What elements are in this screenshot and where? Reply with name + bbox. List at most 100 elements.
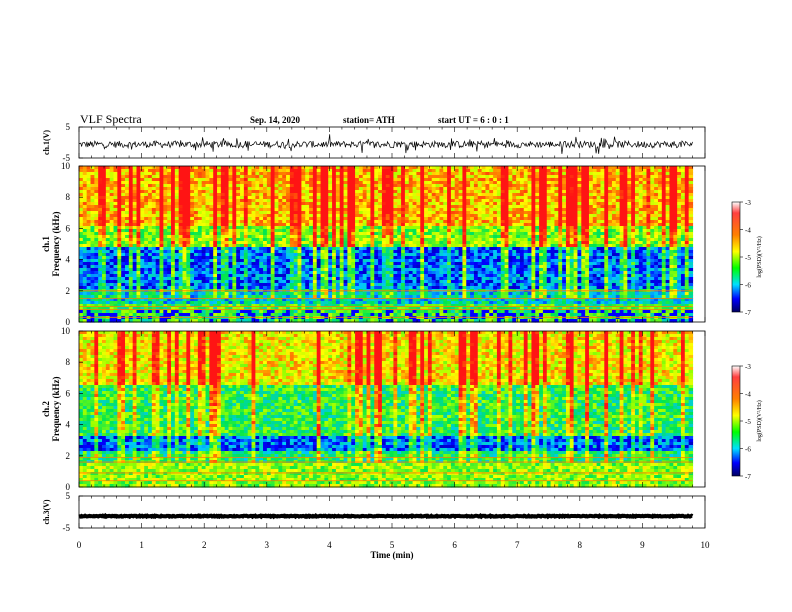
spectrogram-cell: [611, 241, 617, 245]
spectrogram-cell: [623, 175, 628, 179]
spectrogram-cell: [217, 178, 222, 182]
spectrogram-cell: [366, 235, 371, 239]
spectrogram-cell: [604, 208, 609, 212]
spectrogram-cell: [121, 166, 126, 170]
spectrogram-cell: [217, 169, 222, 173]
spectrogram-cell: [500, 232, 506, 236]
spectrogram-cell: [266, 226, 272, 230]
spectrogram-cell: [401, 238, 406, 242]
spectrogram-cell: [209, 250, 214, 254]
spectrogram-cell: [642, 199, 648, 203]
spectrogram-cell: [236, 178, 241, 182]
spectrogram-cell: [125, 193, 130, 197]
spectrogram-cell: [159, 175, 164, 179]
spectrogram-cell: [163, 178, 168, 182]
spectrogram-cell: [665, 229, 671, 233]
spectrogram-cell: [485, 226, 490, 230]
spectrogram-cell: [669, 187, 674, 191]
spectrogram-cell: [512, 187, 517, 191]
spectrogram-cell: [619, 238, 625, 242]
spectrogram-cell: [673, 232, 678, 236]
spectrogram-cell: [454, 181, 460, 185]
spectrogram-cell: [481, 253, 487, 257]
spectrogram-cell: [573, 166, 579, 170]
spectrogram-cell: [266, 208, 272, 212]
spectrogram-cell: [140, 175, 145, 179]
spectrogram-cell: [309, 190, 314, 194]
spectrogram-cell: [604, 178, 609, 182]
spectrogram-cell: [431, 208, 437, 212]
spectrogram-cell: [255, 241, 260, 245]
spectrogram-cell: [677, 223, 682, 227]
spectrogram-cell: [458, 166, 464, 170]
spectrogram-cell: [144, 169, 149, 173]
spectrogram-cell: [270, 253, 276, 257]
spectrogram-cell: [412, 208, 418, 212]
spectrogram-cell: [105, 190, 111, 194]
spectrogram-cell: [236, 223, 241, 227]
spectrogram-cell: [665, 253, 671, 257]
spectrogram-cell: [240, 178, 245, 182]
spectrogram-cell: [657, 244, 663, 248]
spectrogram-cell: [224, 217, 230, 221]
spectrogram-cell: [297, 241, 302, 245]
spectrogram-cell: [634, 238, 640, 242]
spectrogram-cell: [324, 169, 329, 173]
spectrogram-cell: [370, 199, 375, 203]
spectrogram-cell: [320, 232, 325, 236]
spectrogram-cell: [174, 232, 180, 236]
spectrogram-cell: [443, 250, 448, 254]
spectrogram-cell: [197, 235, 203, 239]
spectrogram-cell: [493, 238, 498, 242]
spectrogram-cell: [650, 214, 655, 218]
spectrogram-cell: [550, 184, 556, 188]
spectrogram-cell: [289, 223, 295, 227]
spectrogram-cell: [450, 199, 456, 203]
spectrogram-cell: [136, 199, 141, 203]
spectrogram-cell: [631, 235, 636, 239]
spectrogram-cell: [454, 202, 460, 206]
spectrogram-cell: [209, 181, 214, 185]
spectrogram-cell: [205, 253, 210, 257]
spectrogram-cell: [523, 196, 529, 200]
spectrogram-cell: [627, 250, 632, 254]
spectrogram-cell: [128, 199, 134, 203]
spectrogram-cell: [554, 223, 559, 227]
spectrogram-cell: [381, 232, 387, 236]
spectrogram-cell: [573, 232, 579, 236]
spectrogram-cell: [278, 211, 283, 215]
spectrogram-cell: [102, 220, 107, 224]
spectrogram-cell: [220, 238, 226, 242]
spectrogram-cell: [228, 193, 233, 197]
spectrogram-cell: [527, 232, 533, 236]
spectrogram-cell: [638, 241, 644, 245]
spectrogram-cell: [201, 199, 207, 203]
spectrogram-cell: [677, 241, 682, 245]
spectrogram-cell: [562, 190, 567, 194]
spectrogram-cell: [274, 199, 279, 203]
spectrogram-cell: [592, 175, 598, 179]
spectrogram-cell: [562, 181, 567, 185]
spectrogram-cell: [412, 226, 418, 230]
spectrogram-cell: [462, 190, 467, 194]
spectrogram-cell: [627, 184, 632, 188]
spectrogram-cell: [247, 238, 253, 242]
spectrogram-cell: [496, 172, 502, 176]
spectrogram-cell: [232, 256, 237, 260]
spectrogram-cell: [592, 232, 598, 236]
spectrogram-cell: [370, 172, 375, 176]
spectrogram-cell: [374, 187, 379, 191]
spectrogram-cell: [631, 199, 636, 203]
spectrogram-cell: [684, 247, 690, 251]
spectrogram-cell: [144, 217, 149, 221]
spectrogram-cell: [148, 226, 153, 230]
spectrogram-cell: [581, 217, 586, 221]
spectrogram-cell: [355, 250, 360, 254]
spectrogram-cell: [684, 253, 690, 257]
spectrogram-cell: [588, 220, 594, 224]
spectrogram-cell: [194, 232, 199, 236]
spectrogram-cell: [458, 199, 464, 203]
spectrogram-cell: [82, 217, 88, 221]
spectrogram-cell: [596, 238, 602, 242]
spectrogram-cell: [205, 235, 210, 239]
